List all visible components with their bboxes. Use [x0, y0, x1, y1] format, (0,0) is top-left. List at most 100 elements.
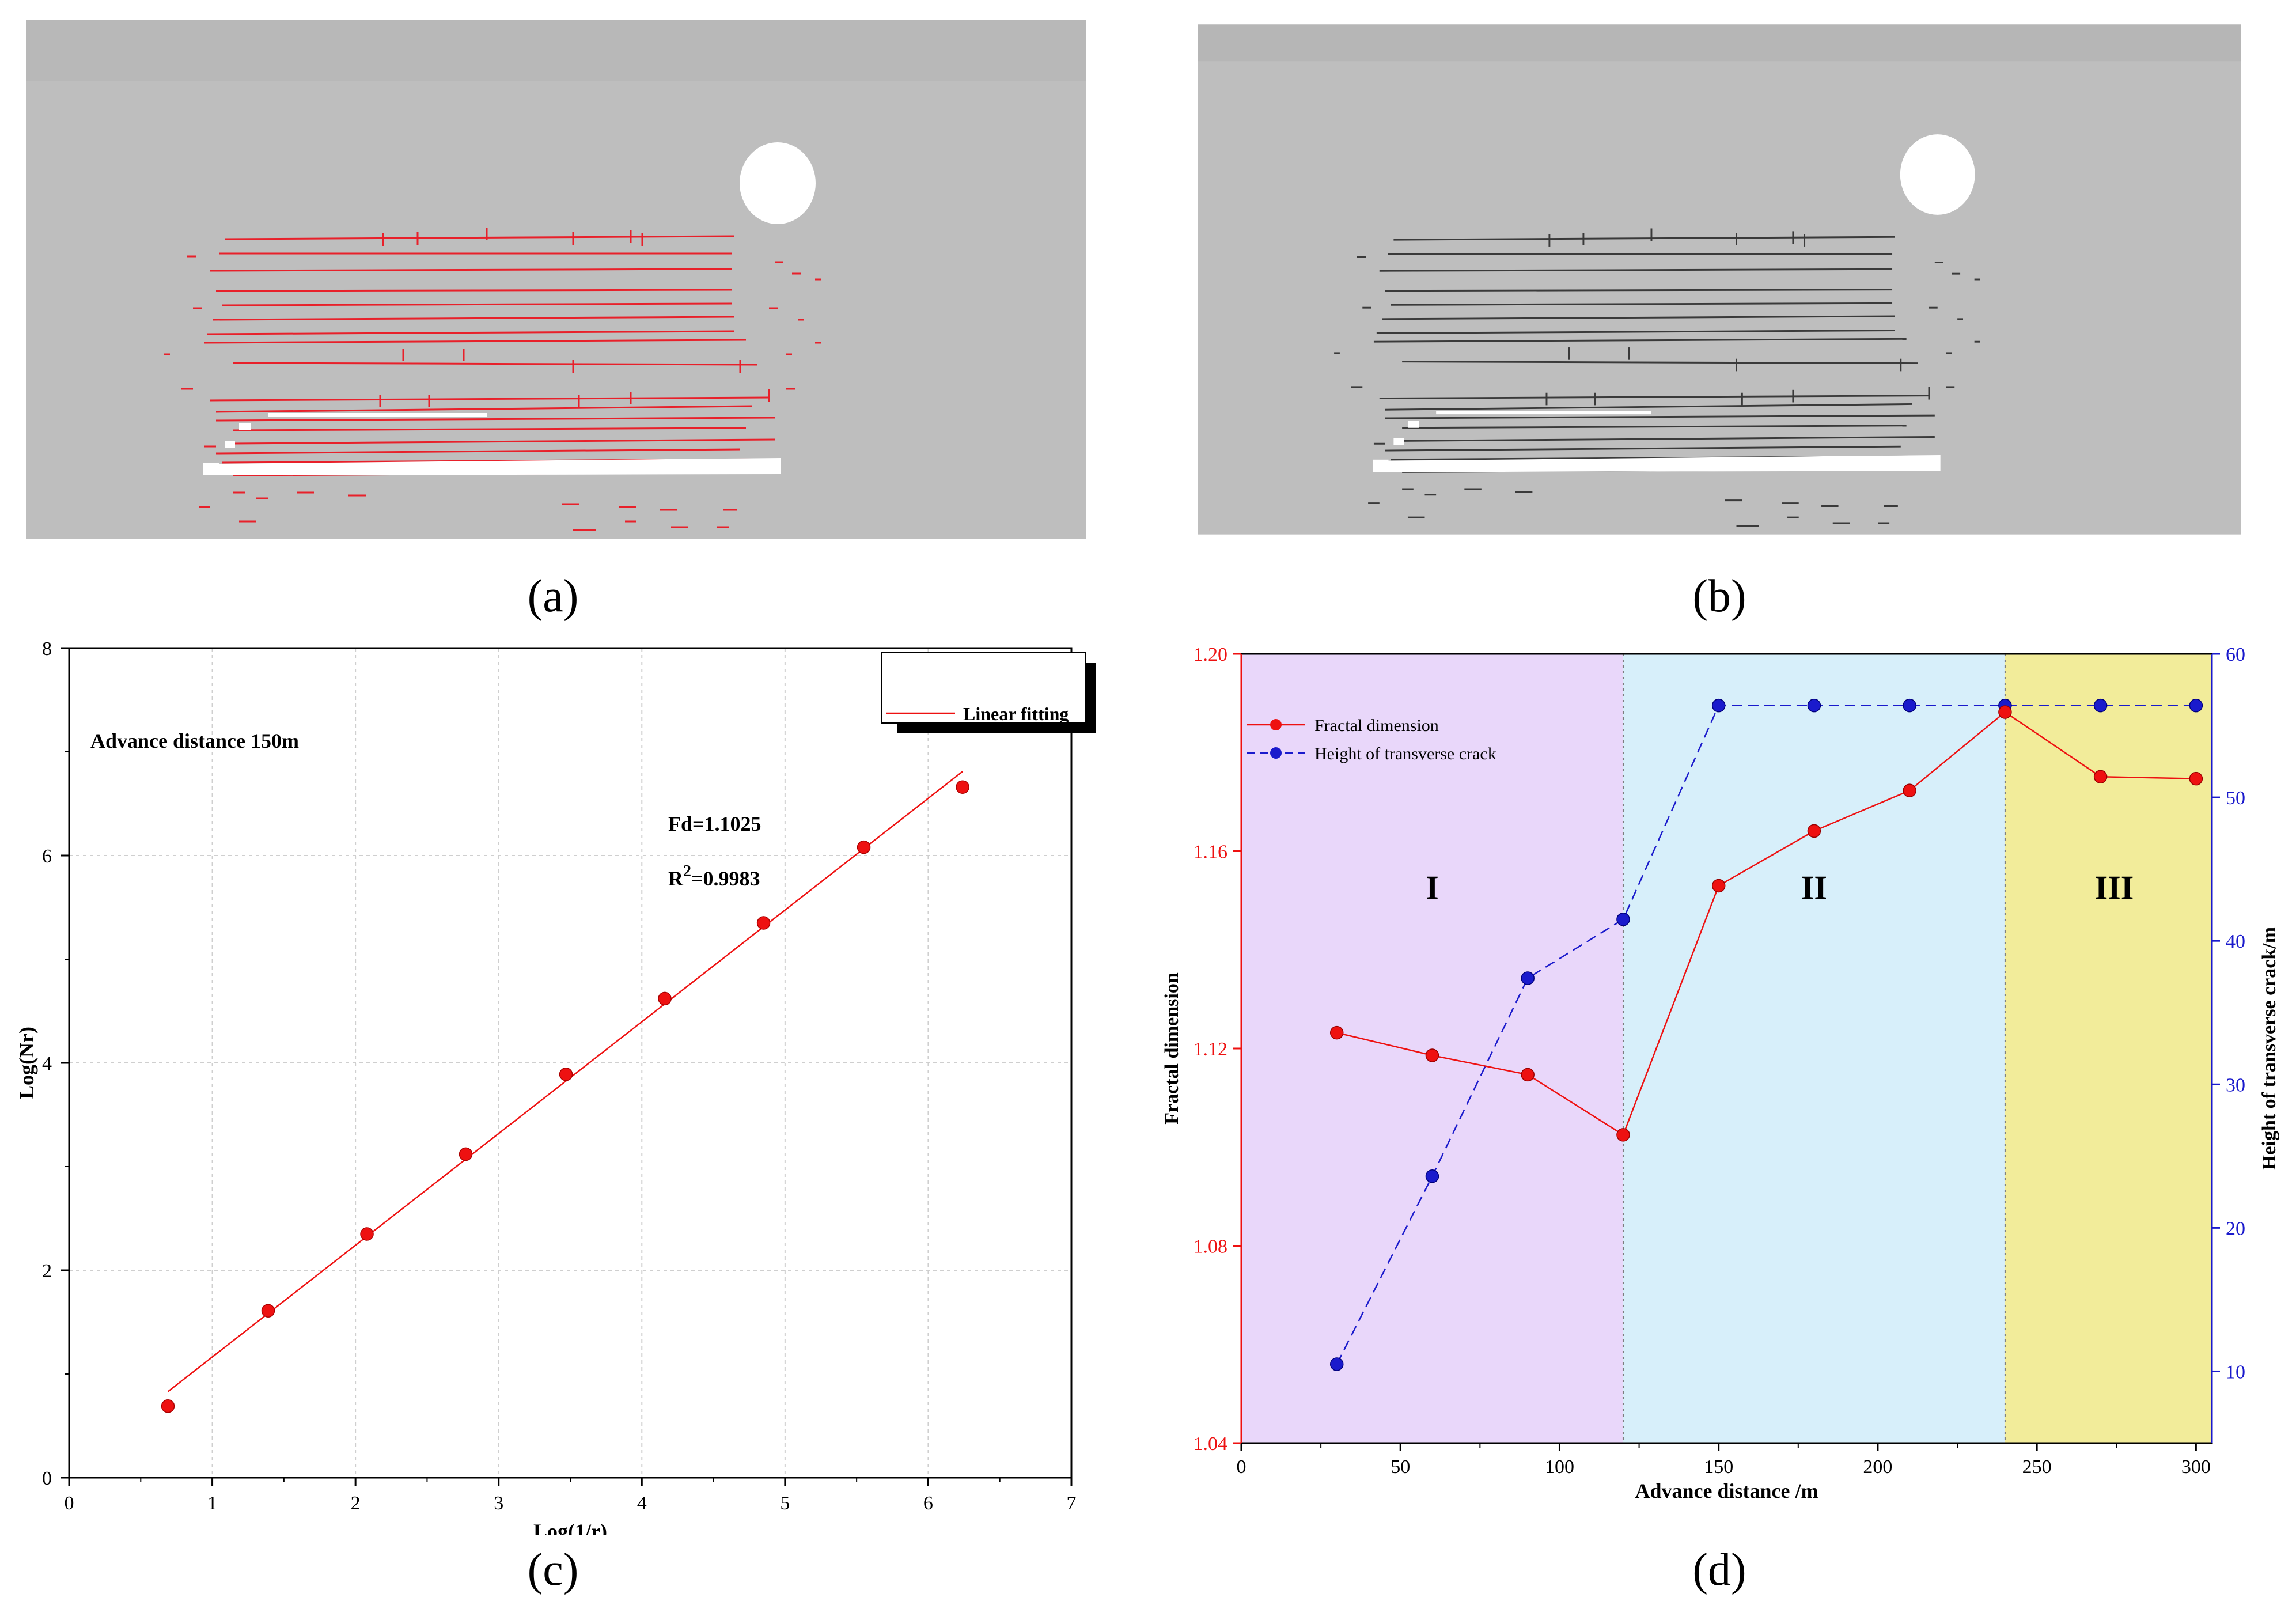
caption-b: (b): [1692, 571, 1746, 622]
data-point: [360, 1227, 374, 1241]
crack-line: [215, 417, 775, 422]
crack-line: [233, 362, 758, 366]
crack-line: [224, 235, 735, 240]
x-tick-label: 300: [2181, 1456, 2211, 1478]
crack-line: [233, 438, 775, 445]
fractal-point: [1998, 705, 2012, 719]
advance-annotation: Advance distance 150m: [90, 729, 299, 752]
data-point: [756, 916, 771, 930]
crack-image-red: [26, 20, 1086, 539]
x-tick-label: 50: [1391, 1456, 1410, 1478]
y-right-tick-label: 20: [2226, 1218, 2245, 1239]
crack-line: [1382, 315, 1895, 320]
y-right-axis-label: Height of transverse crack/m: [2259, 927, 2280, 1170]
zone-3-background: [2005, 654, 2212, 1443]
crack-line: [1385, 403, 1912, 411]
void-circle: [740, 142, 816, 224]
fractal-point: [2189, 771, 2203, 786]
y-left-tick-label: 1.16: [1194, 842, 1228, 863]
fractal-series-line: [1336, 711, 2196, 1136]
legend-box: [881, 652, 1086, 724]
crack-line: [1385, 289, 1893, 292]
crack-line: [215, 448, 741, 455]
y-right-tick-label: 40: [2226, 931, 2245, 952]
zone-label: I: [1426, 869, 1439, 906]
x-axis-label: Log(1/r): [533, 1520, 607, 1535]
y-left-tick-label: 1.20: [1194, 644, 1228, 665]
fractal-point: [1903, 783, 1916, 797]
y-left-tick-label: 1.08: [1194, 1236, 1228, 1258]
x-tick-label: 150: [1704, 1456, 1733, 1478]
height-point: [1903, 698, 1916, 713]
fractal-point: [2093, 770, 2108, 783]
linear-fit-line: [167, 771, 963, 1392]
x-tick-label: 2: [351, 1493, 361, 1514]
height-point: [1807, 698, 1821, 713]
height-point: [2093, 698, 2108, 713]
legend-label-height: Height of transverse crack: [1314, 744, 1496, 763]
fractal-point: [1711, 879, 1726, 893]
fractal-fit-chart: 0 1 2 3 4 5 6 7 0 2 4 6 8 Log(1/r) Log(Nr) Advance dist…: [15, 638, 1096, 1535]
fractal-point: [1616, 1128, 1630, 1142]
crack-line: [1376, 330, 1895, 334]
height-series-line: [1336, 705, 2196, 1365]
legend-label-fit: Linear fitting: [963, 703, 1069, 724]
y-tick-label: 4: [42, 1053, 52, 1074]
r2-letter: R: [668, 867, 684, 890]
crack-line: [1385, 414, 1935, 419]
y-tick-label: 2: [42, 1260, 52, 1282]
x-tick-label: 200: [1863, 1456, 1892, 1478]
y-right-tick-label: 60: [2226, 644, 2245, 665]
zone-label: II: [1801, 869, 1827, 906]
crack-line: [207, 330, 735, 335]
fractal-point: [1329, 1025, 1344, 1040]
legend-marker-fractal: [1270, 719, 1282, 730]
crack-line: [233, 427, 747, 431]
open-fracture: [1372, 459, 1389, 472]
data-point: [261, 1304, 275, 1318]
data-point: [161, 1399, 175, 1413]
y-left-tick-label: 1.12: [1194, 1039, 1228, 1060]
crack-line: [1402, 436, 1935, 442]
open-fracture: [239, 423, 251, 430]
legend-label-fractal: Fractal dimension: [1314, 716, 1439, 735]
data-point: [459, 1147, 473, 1161]
fd-annotation: Fd=1.1025: [668, 812, 761, 835]
crack-line: [213, 316, 735, 321]
crack-line: [1379, 268, 1893, 272]
open-fracture: [1385, 455, 1941, 472]
y-axis-label: Log(Nr): [15, 1027, 38, 1099]
crack-line: [1379, 395, 1929, 400]
zone-1-background: [1241, 654, 1623, 1443]
height-point: [1616, 913, 1630, 926]
crack-line: [210, 268, 732, 272]
caption-d: (d): [1692, 1545, 1746, 1595]
open-fracture: [1436, 411, 1651, 415]
y-left-axis-label: Fractal dimension: [1161, 972, 1183, 1125]
crack-line: [215, 405, 752, 413]
height-point: [2189, 698, 2203, 713]
fractal-point: [1807, 824, 1821, 838]
r2-value: =0.9983: [691, 867, 760, 890]
data-point: [658, 991, 672, 1006]
y-right-tick-label: 30: [2226, 1074, 2245, 1096]
caption-a: (a): [527, 571, 579, 622]
crack-image-gray: [1198, 24, 2241, 535]
y-right-tick-label: 10: [2226, 1361, 2245, 1383]
open-fracture: [216, 458, 781, 475]
x-tick-label: 0: [65, 1493, 74, 1514]
zone-label: III: [2095, 869, 2134, 906]
x-tick-label: 4: [637, 1493, 647, 1514]
crack-line: [210, 396, 770, 402]
y-right-tick-label: 50: [2226, 788, 2245, 809]
caption-c: (c): [527, 1545, 579, 1595]
legend-marker-height: [1270, 747, 1282, 759]
open-fracture: [1407, 421, 1419, 428]
crack-line: [1385, 445, 1901, 452]
data-point: [857, 840, 871, 854]
x-tick-label: 7: [1067, 1493, 1077, 1514]
x-tick-label: 100: [1545, 1456, 1574, 1478]
y-tick-label: 6: [42, 846, 52, 867]
crack-line: [1393, 236, 1895, 241]
